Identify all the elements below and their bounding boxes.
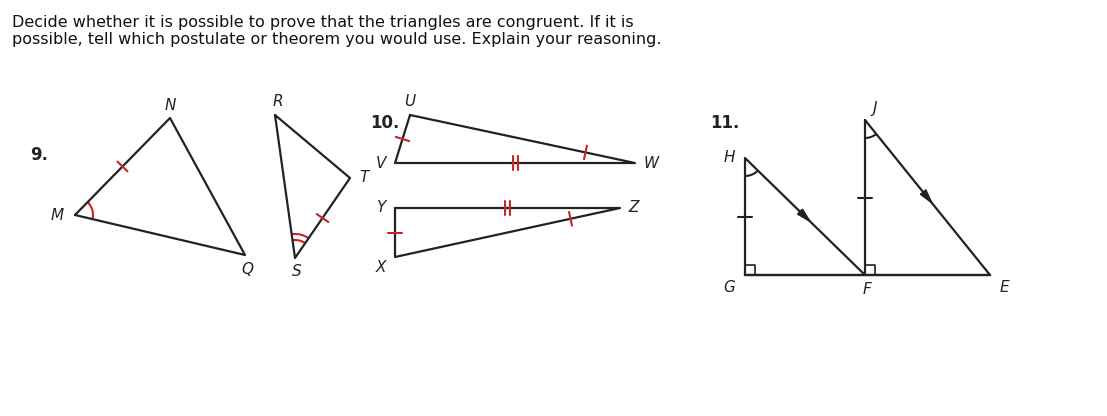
Text: Y: Y: [376, 201, 385, 215]
Text: G: G: [723, 280, 735, 295]
Text: H: H: [723, 151, 735, 166]
Text: S: S: [292, 265, 302, 280]
Text: 10.: 10.: [370, 114, 400, 132]
Text: Z: Z: [629, 201, 639, 215]
Polygon shape: [920, 190, 932, 203]
Text: W: W: [643, 156, 659, 171]
Text: 9.: 9.: [30, 146, 48, 164]
Text: T: T: [360, 171, 369, 186]
Text: M: M: [51, 208, 63, 223]
Text: X: X: [375, 260, 386, 275]
Text: E: E: [1000, 280, 1008, 295]
Text: Decide whether it is possible to prove that the triangles are congruent. If it i: Decide whether it is possible to prove t…: [12, 15, 662, 47]
Text: R: R: [272, 94, 283, 109]
Text: 11.: 11.: [710, 114, 739, 132]
Text: F: F: [862, 282, 871, 297]
Text: N: N: [164, 97, 176, 112]
Text: U: U: [404, 94, 415, 109]
Text: V: V: [375, 156, 386, 171]
Text: Q: Q: [241, 262, 254, 277]
Text: J: J: [872, 101, 877, 116]
Polygon shape: [797, 209, 810, 221]
